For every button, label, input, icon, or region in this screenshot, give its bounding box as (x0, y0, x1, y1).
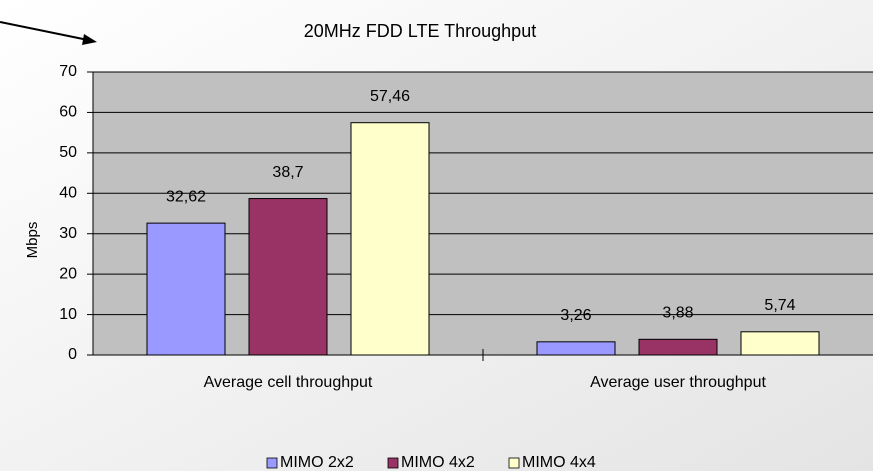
value-label: 5,74 (764, 297, 795, 314)
y-axis-label: Mbps (24, 222, 41, 259)
value-label: 32,62 (166, 188, 206, 205)
bar (248, 198, 328, 356)
bar (350, 122, 430, 356)
legend-swatch (387, 457, 399, 469)
chart-title: 20MHz FDD LTE Throughput (304, 21, 536, 41)
y-tick-label: 0 (68, 346, 77, 363)
y-tick-label: 40 (59, 185, 77, 202)
legend-label: MIMO 2x2 (280, 454, 354, 471)
bar (638, 338, 718, 356)
value-label: 3,26 (560, 307, 591, 324)
legend-swatch (266, 457, 278, 469)
value-label: 38,7 (272, 164, 303, 181)
arrow-line (0, 21, 89, 41)
bar (740, 331, 820, 356)
y-tick-label: 60 (59, 104, 77, 121)
legend-label: MIMO 4x2 (401, 454, 475, 471)
value-label: 3,88 (662, 305, 693, 322)
bar (536, 341, 616, 356)
x-tick-label: Average cell throughput (204, 374, 373, 391)
y-tick-label: 20 (59, 265, 77, 282)
y-tick-label: 50 (59, 144, 77, 161)
x-tick-label: Average user throughput (590, 374, 766, 391)
arrow-head (82, 34, 97, 45)
y-tick-label: 10 (59, 306, 77, 323)
legend-label: MIMO 4x4 (522, 454, 596, 471)
y-tick-label: 30 (59, 225, 77, 242)
bar (146, 222, 226, 356)
y-tick-label: 70 (59, 63, 77, 80)
value-label: 57,46 (370, 88, 410, 105)
legend-swatch (508, 457, 520, 469)
